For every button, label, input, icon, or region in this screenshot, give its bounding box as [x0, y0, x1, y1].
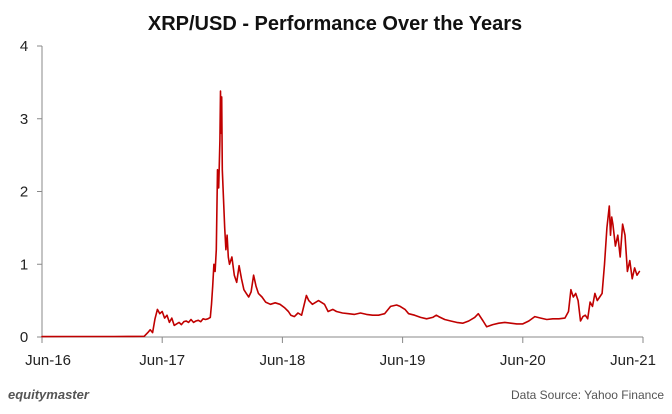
data-source-note: Data Source: Yahoo Finance — [511, 388, 664, 402]
brand-logo-text: equitymaster — [8, 387, 90, 402]
chart-title: XRP/USD - Performance Over the Years — [148, 13, 522, 35]
x-tick-label: Jun-20 — [500, 352, 546, 369]
y-tick-label: 1 — [20, 256, 28, 273]
series-line-xrp-usd — [41, 90, 641, 338]
y-tick-label: 0 — [20, 329, 28, 346]
x-tick-label: Jun-21 — [610, 352, 656, 369]
axes: 0 1 2 3 4 Jun-16 Jun-17 Jun-18 Jun-19 Jun-20 Jun-2… — [20, 38, 656, 369]
x-tick-label: Jun-18 — [259, 352, 305, 369]
y-tick-label: 4 — [20, 38, 28, 55]
y-tick-label: 2 — [20, 184, 28, 201]
y-tick-label: 3 — [20, 111, 28, 128]
series-layer — [41, 90, 641, 338]
x-tick-label: Jun-19 — [380, 352, 426, 369]
x-tick-label: Jun-17 — [139, 352, 185, 369]
x-tick-label: Jun-16 — [25, 352, 71, 369]
